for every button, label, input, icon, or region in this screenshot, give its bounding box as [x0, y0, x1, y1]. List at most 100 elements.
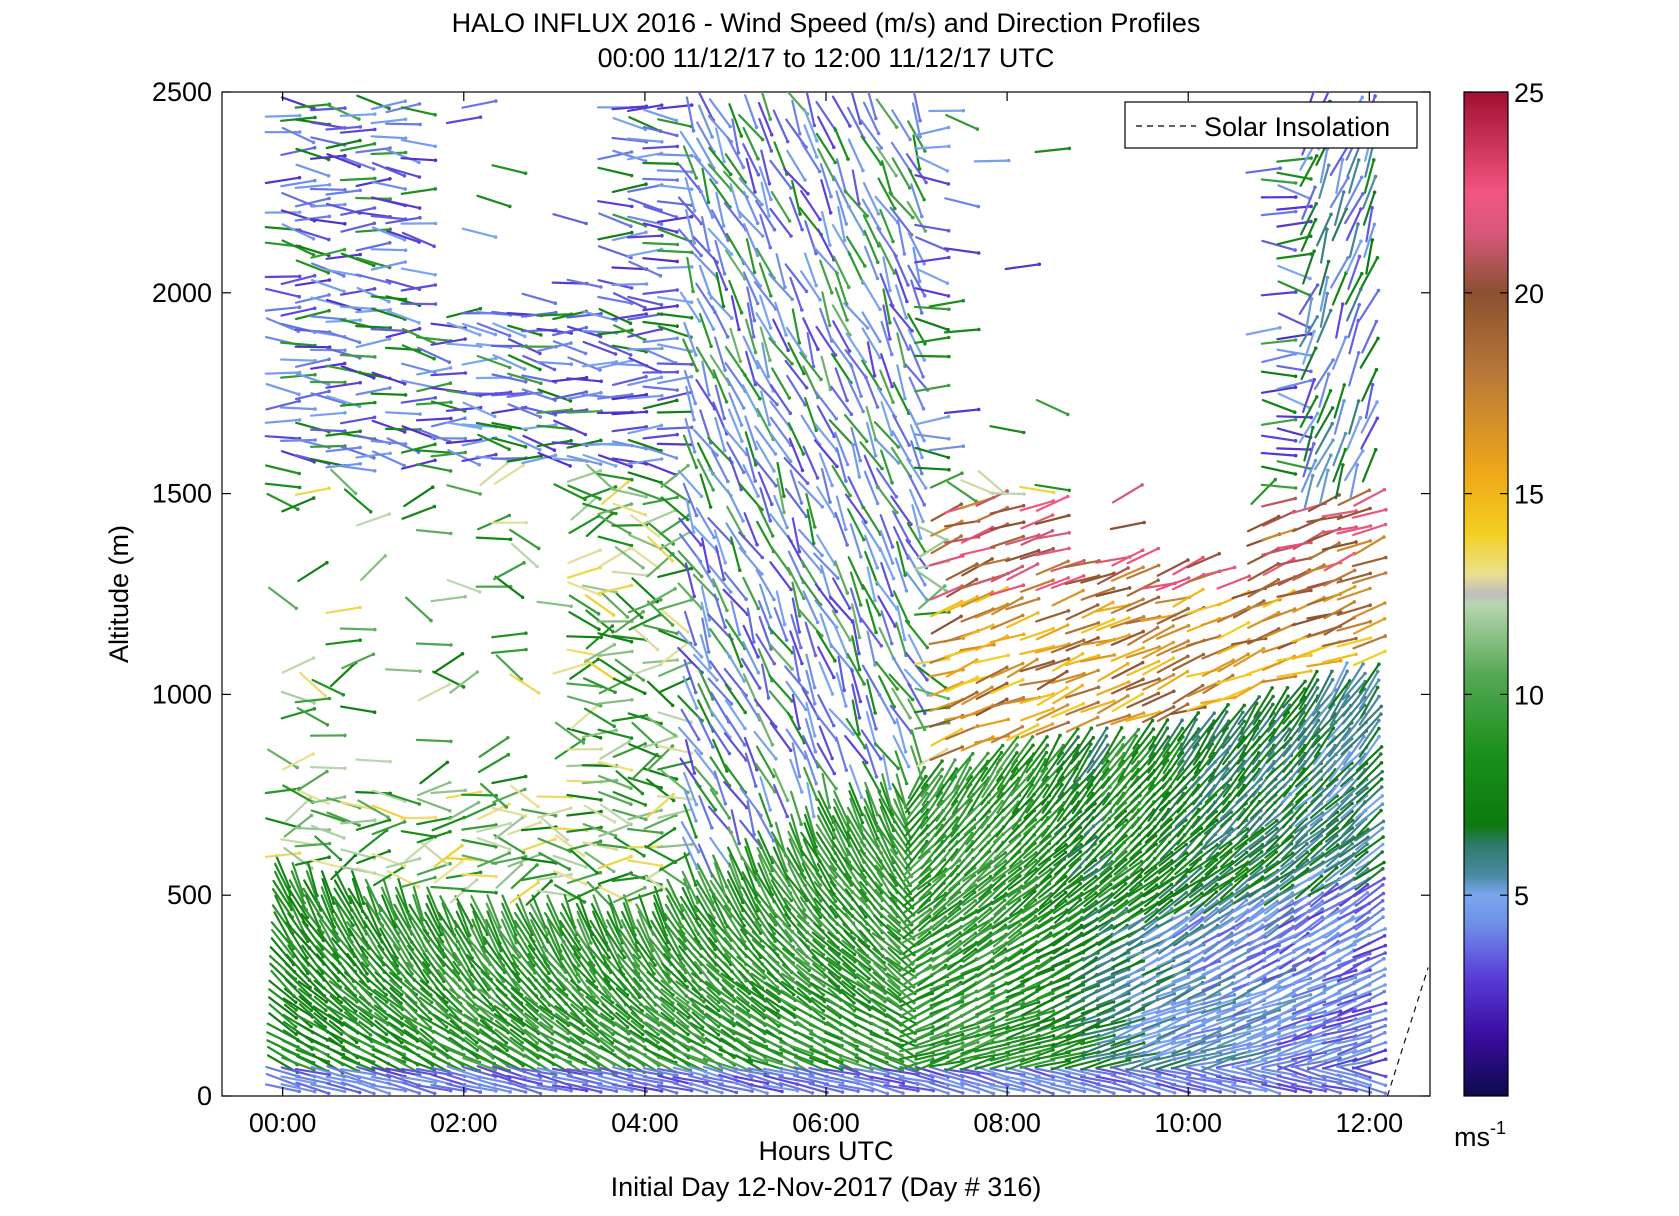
wind-arrow	[264, 114, 301, 118]
wind-arrow	[452, 960, 476, 991]
wind-arrow-head	[829, 194, 833, 199]
wind-arrow-head	[756, 494, 760, 498]
wind-arrow-head	[848, 493, 852, 498]
wind-arrow	[491, 422, 527, 431]
wind-arrow	[495, 863, 523, 889]
wind-arrow-head	[507, 447, 511, 452]
wind-arrow	[529, 903, 549, 936]
wind-arrow-head	[888, 321, 892, 325]
wind-arrow-head	[332, 925, 337, 929]
wind-arrow-head	[517, 979, 521, 984]
wind-arrow-head	[722, 577, 726, 582]
wind-arrow	[327, 1013, 359, 1034]
wind-arrow-head	[844, 479, 848, 483]
wind-arrow	[430, 371, 467, 377]
wind-arrow-head	[483, 941, 487, 946]
wind-arrow-head	[387, 106, 391, 111]
wind-arrow	[521, 1084, 557, 1092]
wind-arrow	[397, 877, 409, 913]
wind-arrow	[387, 1054, 420, 1074]
wind-arrow-head	[925, 645, 929, 650]
wind-arrow-head	[723, 802, 728, 806]
wind-arrow	[387, 1013, 419, 1034]
wind-arrow	[356, 1055, 390, 1073]
wind-arrow	[446, 1048, 481, 1064]
wind-arrow-head	[535, 863, 539, 867]
wind-arrows	[264, 92, 1388, 1096]
wind-arrow-head	[905, 299, 909, 304]
wind-arrow	[435, 986, 462, 1013]
wind-arrow-head	[805, 481, 810, 486]
wind-arrow-head	[494, 890, 498, 895]
wind-arrow-head	[643, 691, 647, 696]
wind-arrow-head	[402, 1060, 407, 1064]
wind-arrow	[546, 926, 563, 960]
wind-arrow-head	[760, 555, 765, 560]
wind-arrow-head	[708, 665, 712, 670]
wind-arrow-head	[811, 364, 816, 369]
wind-arrow-head	[295, 765, 299, 770]
wind-arrow	[325, 606, 362, 615]
wind-arrow-head	[770, 743, 775, 747]
wind-arrow-head	[922, 197, 926, 202]
wind-arrow	[498, 943, 520, 976]
wind-arrow-head	[629, 639, 634, 644]
wind-arrow	[461, 873, 498, 878]
wind-arrow	[400, 106, 437, 116]
wind-arrow-head	[644, 230, 648, 235]
wind-arrow-head	[891, 576, 896, 581]
wind-arrow	[430, 789, 467, 795]
wind-arrow	[370, 260, 407, 271]
wind-arrow	[464, 988, 494, 1012]
wind-arrow-head	[689, 316, 694, 320]
wind-arrow-head	[478, 1090, 483, 1094]
wind-arrow-head	[476, 800, 481, 805]
wind-arrow-head	[524, 647, 528, 652]
wind-arrow	[494, 575, 524, 599]
wind-arrow	[445, 438, 482, 445]
wind-arrow-head	[710, 135, 714, 139]
wind-arrow	[356, 849, 391, 865]
wind-arrow-head	[880, 466, 884, 471]
wind-arrow	[401, 1056, 436, 1071]
wind-arrow	[417, 683, 451, 702]
wind-arrow-head	[844, 222, 849, 226]
wind-arrow	[422, 928, 446, 959]
wind-arrow-head	[686, 1032, 690, 1037]
wind-arrow-head	[922, 358, 927, 362]
wind-arrow	[347, 943, 369, 975]
wind-arrow-head	[766, 374, 771, 379]
wind-arrow	[380, 886, 397, 920]
wind-arrow	[541, 985, 567, 1014]
wind-arrow-head	[797, 341, 802, 345]
wind-arrow-head	[833, 658, 837, 663]
wind-arrow-head	[858, 699, 863, 704]
wind-arrow-head	[694, 176, 699, 180]
wind-arrow-head	[297, 485, 302, 490]
wind-arrow-head	[538, 448, 542, 452]
wind-arrow-head	[842, 238, 847, 243]
wind-arrow	[375, 962, 402, 989]
wind-arrow	[275, 854, 291, 888]
wind-arrow	[310, 1065, 346, 1079]
wind-arrow-head	[610, 1048, 615, 1053]
wind-arrow	[339, 401, 376, 407]
wind-arrow-head	[327, 828, 332, 832]
wind-arrow-head	[874, 775, 879, 779]
wind-arrow-head	[294, 1016, 299, 1020]
wind-arrow-head	[675, 259, 679, 264]
wind-arrow-head	[358, 125, 363, 129]
wind-arrow	[264, 371, 301, 375]
wind-arrow	[401, 327, 436, 345]
wind-arrow	[298, 1003, 327, 1029]
wind-arrow-head	[323, 694, 327, 698]
wind-arrow-head	[324, 999, 329, 1004]
wind-arrow-head	[815, 139, 819, 143]
wind-arrow-head	[701, 1016, 706, 1020]
wind-arrow-head	[756, 606, 761, 611]
wind-arrow-head	[797, 630, 802, 634]
wind-arrow	[477, 433, 511, 451]
wind-arrow-head	[658, 273, 663, 278]
wind-arrow	[456, 902, 471, 937]
wind-arrow	[310, 858, 346, 870]
